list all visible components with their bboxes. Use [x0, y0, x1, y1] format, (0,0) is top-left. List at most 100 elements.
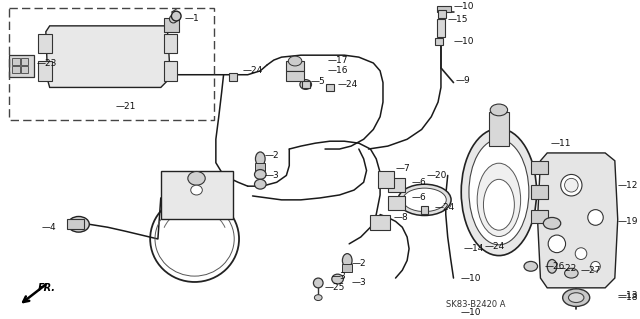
Ellipse shape — [575, 248, 587, 259]
Text: —6: —6 — [412, 178, 427, 187]
Bar — [435, 38, 443, 45]
Bar — [388, 196, 405, 210]
Text: —6: —6 — [412, 193, 427, 203]
Ellipse shape — [483, 179, 515, 230]
Bar — [378, 171, 394, 188]
Ellipse shape — [288, 56, 302, 66]
Text: —2: —2 — [351, 259, 365, 268]
Bar — [342, 264, 352, 272]
Text: —9: —9 — [456, 76, 470, 85]
Bar — [12, 58, 20, 65]
Bar — [164, 61, 177, 81]
Text: —3: —3 — [351, 278, 366, 287]
Text: —1: —1 — [185, 13, 200, 23]
Bar — [67, 219, 84, 229]
Ellipse shape — [255, 170, 266, 179]
Text: —10: —10 — [460, 308, 481, 317]
Bar — [38, 34, 52, 53]
Bar — [229, 73, 237, 81]
Ellipse shape — [568, 293, 584, 302]
Ellipse shape — [564, 268, 578, 278]
Text: SK83-B2420 A: SK83-B2420 A — [446, 300, 505, 309]
Ellipse shape — [469, 139, 529, 245]
Ellipse shape — [563, 289, 589, 307]
Bar — [161, 171, 233, 219]
Text: —3: —3 — [264, 171, 279, 180]
Bar — [531, 161, 548, 174]
Bar — [255, 163, 265, 171]
Ellipse shape — [332, 274, 344, 284]
Ellipse shape — [547, 259, 557, 273]
Text: —27: —27 — [581, 266, 602, 275]
Bar — [438, 10, 446, 18]
Bar — [531, 185, 548, 199]
Text: —2: —2 — [264, 152, 279, 160]
Text: —25: —25 — [325, 283, 346, 292]
Text: —16: —16 — [328, 66, 348, 75]
Bar — [437, 6, 451, 12]
Bar — [20, 66, 28, 73]
Ellipse shape — [477, 163, 521, 236]
Text: —15: —15 — [448, 14, 468, 24]
Bar — [302, 81, 310, 88]
Text: —7: —7 — [396, 164, 410, 173]
Text: —24: —24 — [243, 66, 263, 75]
Bar — [326, 84, 333, 91]
Polygon shape — [538, 153, 618, 288]
Ellipse shape — [314, 295, 322, 300]
Text: —22: —22 — [557, 264, 577, 273]
Text: —24: —24 — [434, 203, 454, 212]
Ellipse shape — [403, 188, 446, 211]
Ellipse shape — [255, 152, 265, 166]
Text: —26: —26 — [544, 262, 564, 271]
Text: —10: —10 — [454, 37, 474, 46]
Text: —14: —14 — [463, 244, 484, 253]
Ellipse shape — [300, 80, 312, 89]
Ellipse shape — [188, 172, 205, 185]
Bar — [420, 206, 428, 213]
Ellipse shape — [191, 185, 202, 195]
Ellipse shape — [342, 254, 352, 267]
Text: —4: —4 — [42, 223, 56, 232]
Text: —23: —23 — [36, 58, 56, 68]
Ellipse shape — [490, 104, 508, 116]
Bar — [9, 55, 34, 77]
Ellipse shape — [588, 210, 604, 225]
Text: —10: —10 — [454, 2, 474, 11]
Ellipse shape — [548, 235, 566, 253]
Ellipse shape — [561, 174, 582, 196]
Ellipse shape — [68, 217, 90, 232]
Ellipse shape — [314, 278, 323, 288]
Bar — [371, 214, 390, 230]
Text: —17: —17 — [328, 56, 348, 64]
Text: —24: —24 — [337, 80, 358, 89]
Text: —19: —19 — [618, 217, 638, 226]
Bar — [164, 34, 177, 53]
Ellipse shape — [255, 179, 266, 189]
Text: —20: —20 — [426, 171, 447, 180]
Ellipse shape — [564, 178, 578, 192]
Bar — [437, 19, 445, 37]
Text: —10: —10 — [460, 274, 481, 283]
Text: —8: —8 — [394, 213, 408, 222]
Text: —24: —24 — [484, 242, 505, 251]
Text: —5: —5 — [310, 77, 325, 86]
Text: —18: —18 — [618, 293, 638, 302]
Ellipse shape — [398, 184, 451, 216]
Bar — [12, 66, 20, 73]
Ellipse shape — [150, 196, 239, 282]
Ellipse shape — [461, 129, 536, 256]
Bar — [286, 61, 304, 71]
Text: —13: —13 — [618, 291, 638, 300]
Polygon shape — [46, 26, 170, 87]
Ellipse shape — [543, 218, 561, 229]
Bar — [388, 178, 405, 192]
Bar — [531, 210, 548, 223]
Ellipse shape — [170, 15, 177, 23]
Text: —21: —21 — [115, 102, 136, 112]
Ellipse shape — [591, 262, 600, 271]
Bar — [9, 8, 214, 120]
Bar — [20, 58, 28, 65]
Ellipse shape — [172, 11, 181, 21]
Text: —3: —3 — [332, 271, 346, 281]
